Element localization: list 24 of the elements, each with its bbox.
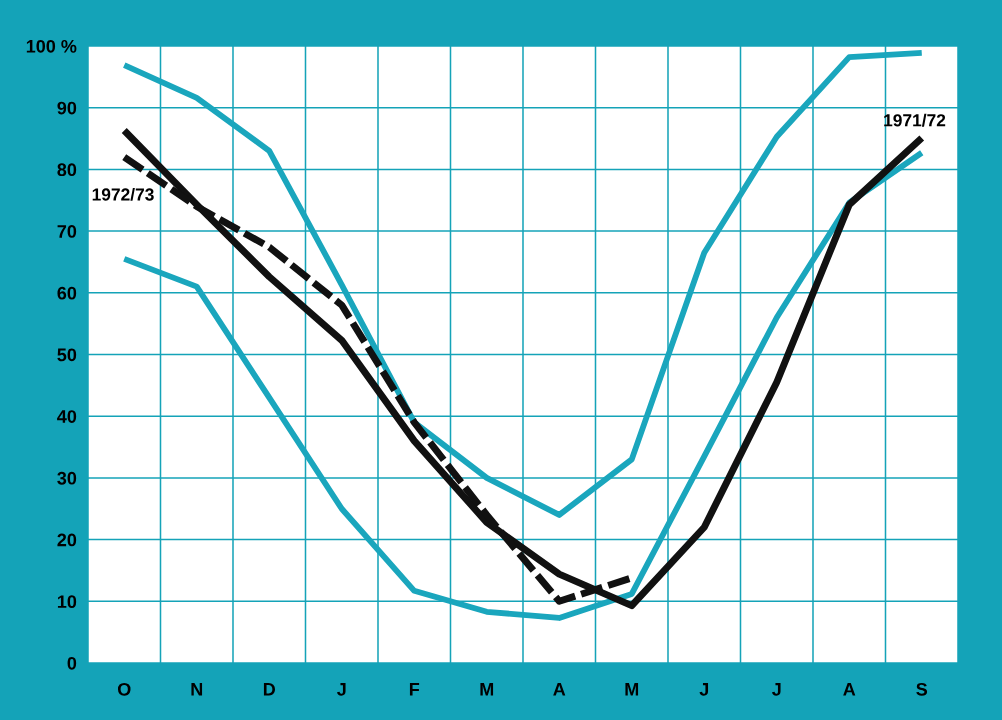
x-tick-label: J	[699, 683, 709, 696]
x-tick-label: S	[916, 682, 928, 696]
y-tick-label: 10	[57, 595, 77, 609]
x-tick-label: M	[625, 683, 639, 696]
y-tick-label: 100 %	[26, 39, 77, 53]
y-tick-label: 50	[57, 348, 77, 362]
series-label: 1972/73	[92, 187, 154, 201]
x-tick-label: A	[553, 683, 566, 696]
x-tick-label: J	[772, 683, 781, 696]
y-tick-label: 80	[57, 163, 77, 177]
x-tick-label: M	[480, 683, 494, 696]
x-tick-label: N	[191, 683, 203, 696]
x-tick-label: D	[263, 683, 276, 696]
y-tick-label: 70	[57, 225, 77, 238]
y-tick-label: 60	[57, 286, 77, 300]
y-tick-label: 0	[67, 656, 77, 670]
x-tick-label: A	[843, 683, 856, 696]
x-tick-label: O	[117, 682, 131, 696]
x-tick-label: F	[409, 683, 420, 696]
x-tick-label: J	[337, 683, 346, 696]
y-tick-label: 20	[57, 533, 77, 547]
y-tick-label: 90	[57, 101, 77, 115]
y-tick-label: 30	[57, 471, 77, 485]
y-tick-label: 40	[57, 410, 77, 423]
